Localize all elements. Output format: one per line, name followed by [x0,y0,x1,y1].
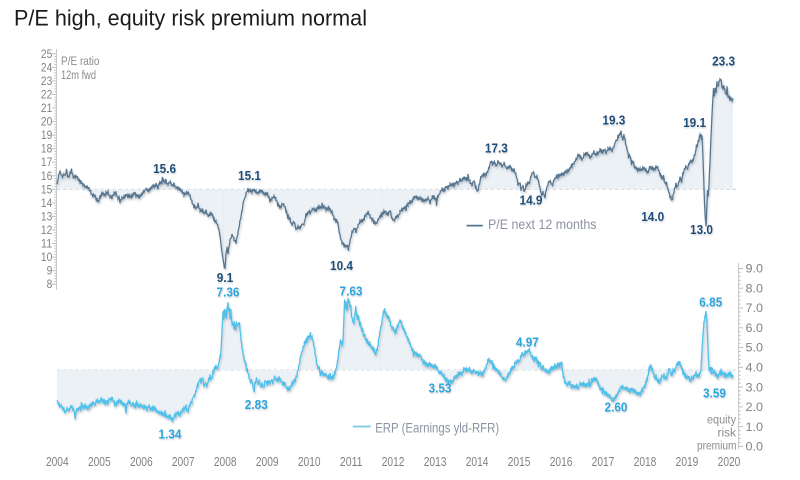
svg-text:risk: risk [718,428,737,440]
svg-text:10.4: 10.4 [330,258,354,273]
svg-text:16: 16 [41,171,52,183]
svg-text:2006: 2006 [130,455,153,469]
svg-text:21: 21 [41,103,52,115]
svg-text:9: 9 [47,266,53,278]
svg-text:3.0: 3.0 [746,382,764,394]
svg-text:premium: premium [697,441,737,453]
svg-text:13.0: 13.0 [690,222,713,237]
svg-text:3.53: 3.53 [429,381,452,396]
svg-text:8: 8 [47,279,53,291]
svg-text:19.1: 19.1 [683,115,706,130]
svg-text:2007: 2007 [172,455,195,469]
svg-text:2004: 2004 [46,455,69,469]
svg-text:7.63: 7.63 [340,284,363,299]
svg-text:4.97: 4.97 [516,334,539,349]
svg-text:14: 14 [41,198,53,210]
svg-text:22: 22 [41,90,52,102]
svg-text:2018: 2018 [634,455,657,469]
svg-text:2008: 2008 [214,455,237,469]
svg-text:17: 17 [41,157,52,169]
svg-text:14.9: 14.9 [520,193,543,208]
svg-text:2005: 2005 [88,455,111,469]
svg-text:15: 15 [41,184,52,196]
svg-text:23.3: 23.3 [712,53,735,68]
svg-text:P/E ratio: P/E ratio [61,56,100,68]
svg-text:14.0: 14.0 [641,209,664,224]
svg-text:P/E high, equity risk premium: P/E high, equity risk premium normal [14,6,367,31]
svg-text:9.1: 9.1 [217,270,234,285]
svg-text:ERP (Earnings yld-RFR): ERP (Earnings yld-RFR) [375,420,499,436]
svg-text:2010: 2010 [298,455,321,469]
svg-text:6.0: 6.0 [746,323,764,335]
svg-text:1.34: 1.34 [159,427,183,442]
svg-text:1.0: 1.0 [746,422,764,434]
svg-text:2015: 2015 [508,455,531,469]
svg-text:4.0: 4.0 [746,363,764,375]
svg-text:15.6: 15.6 [153,161,176,176]
svg-text:9.0: 9.0 [746,264,764,276]
svg-text:25: 25 [41,49,52,61]
svg-text:7.36: 7.36 [217,285,240,300]
svg-text:23: 23 [41,76,52,88]
svg-text:2016: 2016 [550,455,573,469]
svg-text:15.1: 15.1 [238,168,261,183]
svg-text:2014: 2014 [466,455,489,469]
svg-text:17.3: 17.3 [485,140,508,155]
svg-text:19.3: 19.3 [602,113,625,128]
svg-text:2013: 2013 [424,455,447,469]
svg-text:20: 20 [41,117,52,129]
svg-text:2017: 2017 [592,455,615,469]
svg-text:11: 11 [41,239,52,251]
svg-text:2009: 2009 [256,455,279,469]
svg-text:18: 18 [41,144,52,156]
svg-text:10: 10 [41,252,52,264]
svg-text:12: 12 [41,225,52,237]
svg-text:12m fwd: 12m fwd [61,70,96,82]
svg-text:24: 24 [41,62,53,74]
svg-text:2.60: 2.60 [605,400,628,415]
svg-text:0.0: 0.0 [746,442,764,454]
svg-text:2.0: 2.0 [746,402,764,414]
svg-text:19: 19 [41,130,52,142]
svg-text:7.0: 7.0 [746,303,764,315]
svg-text:5.0: 5.0 [746,343,764,355]
svg-text:2011: 2011 [340,455,363,469]
svg-text:8.0: 8.0 [746,283,764,295]
svg-text:13: 13 [41,211,52,223]
svg-text:equity: equity [707,415,736,427]
svg-text:2012: 2012 [382,455,405,469]
svg-text:2.83: 2.83 [245,397,268,412]
svg-text:P/E next 12 months: P/E next 12 months [488,216,597,232]
svg-text:3.59: 3.59 [703,386,726,401]
svg-text:2019: 2019 [676,455,699,469]
svg-text:6.85: 6.85 [699,295,722,310]
svg-text:2020: 2020 [718,455,741,469]
